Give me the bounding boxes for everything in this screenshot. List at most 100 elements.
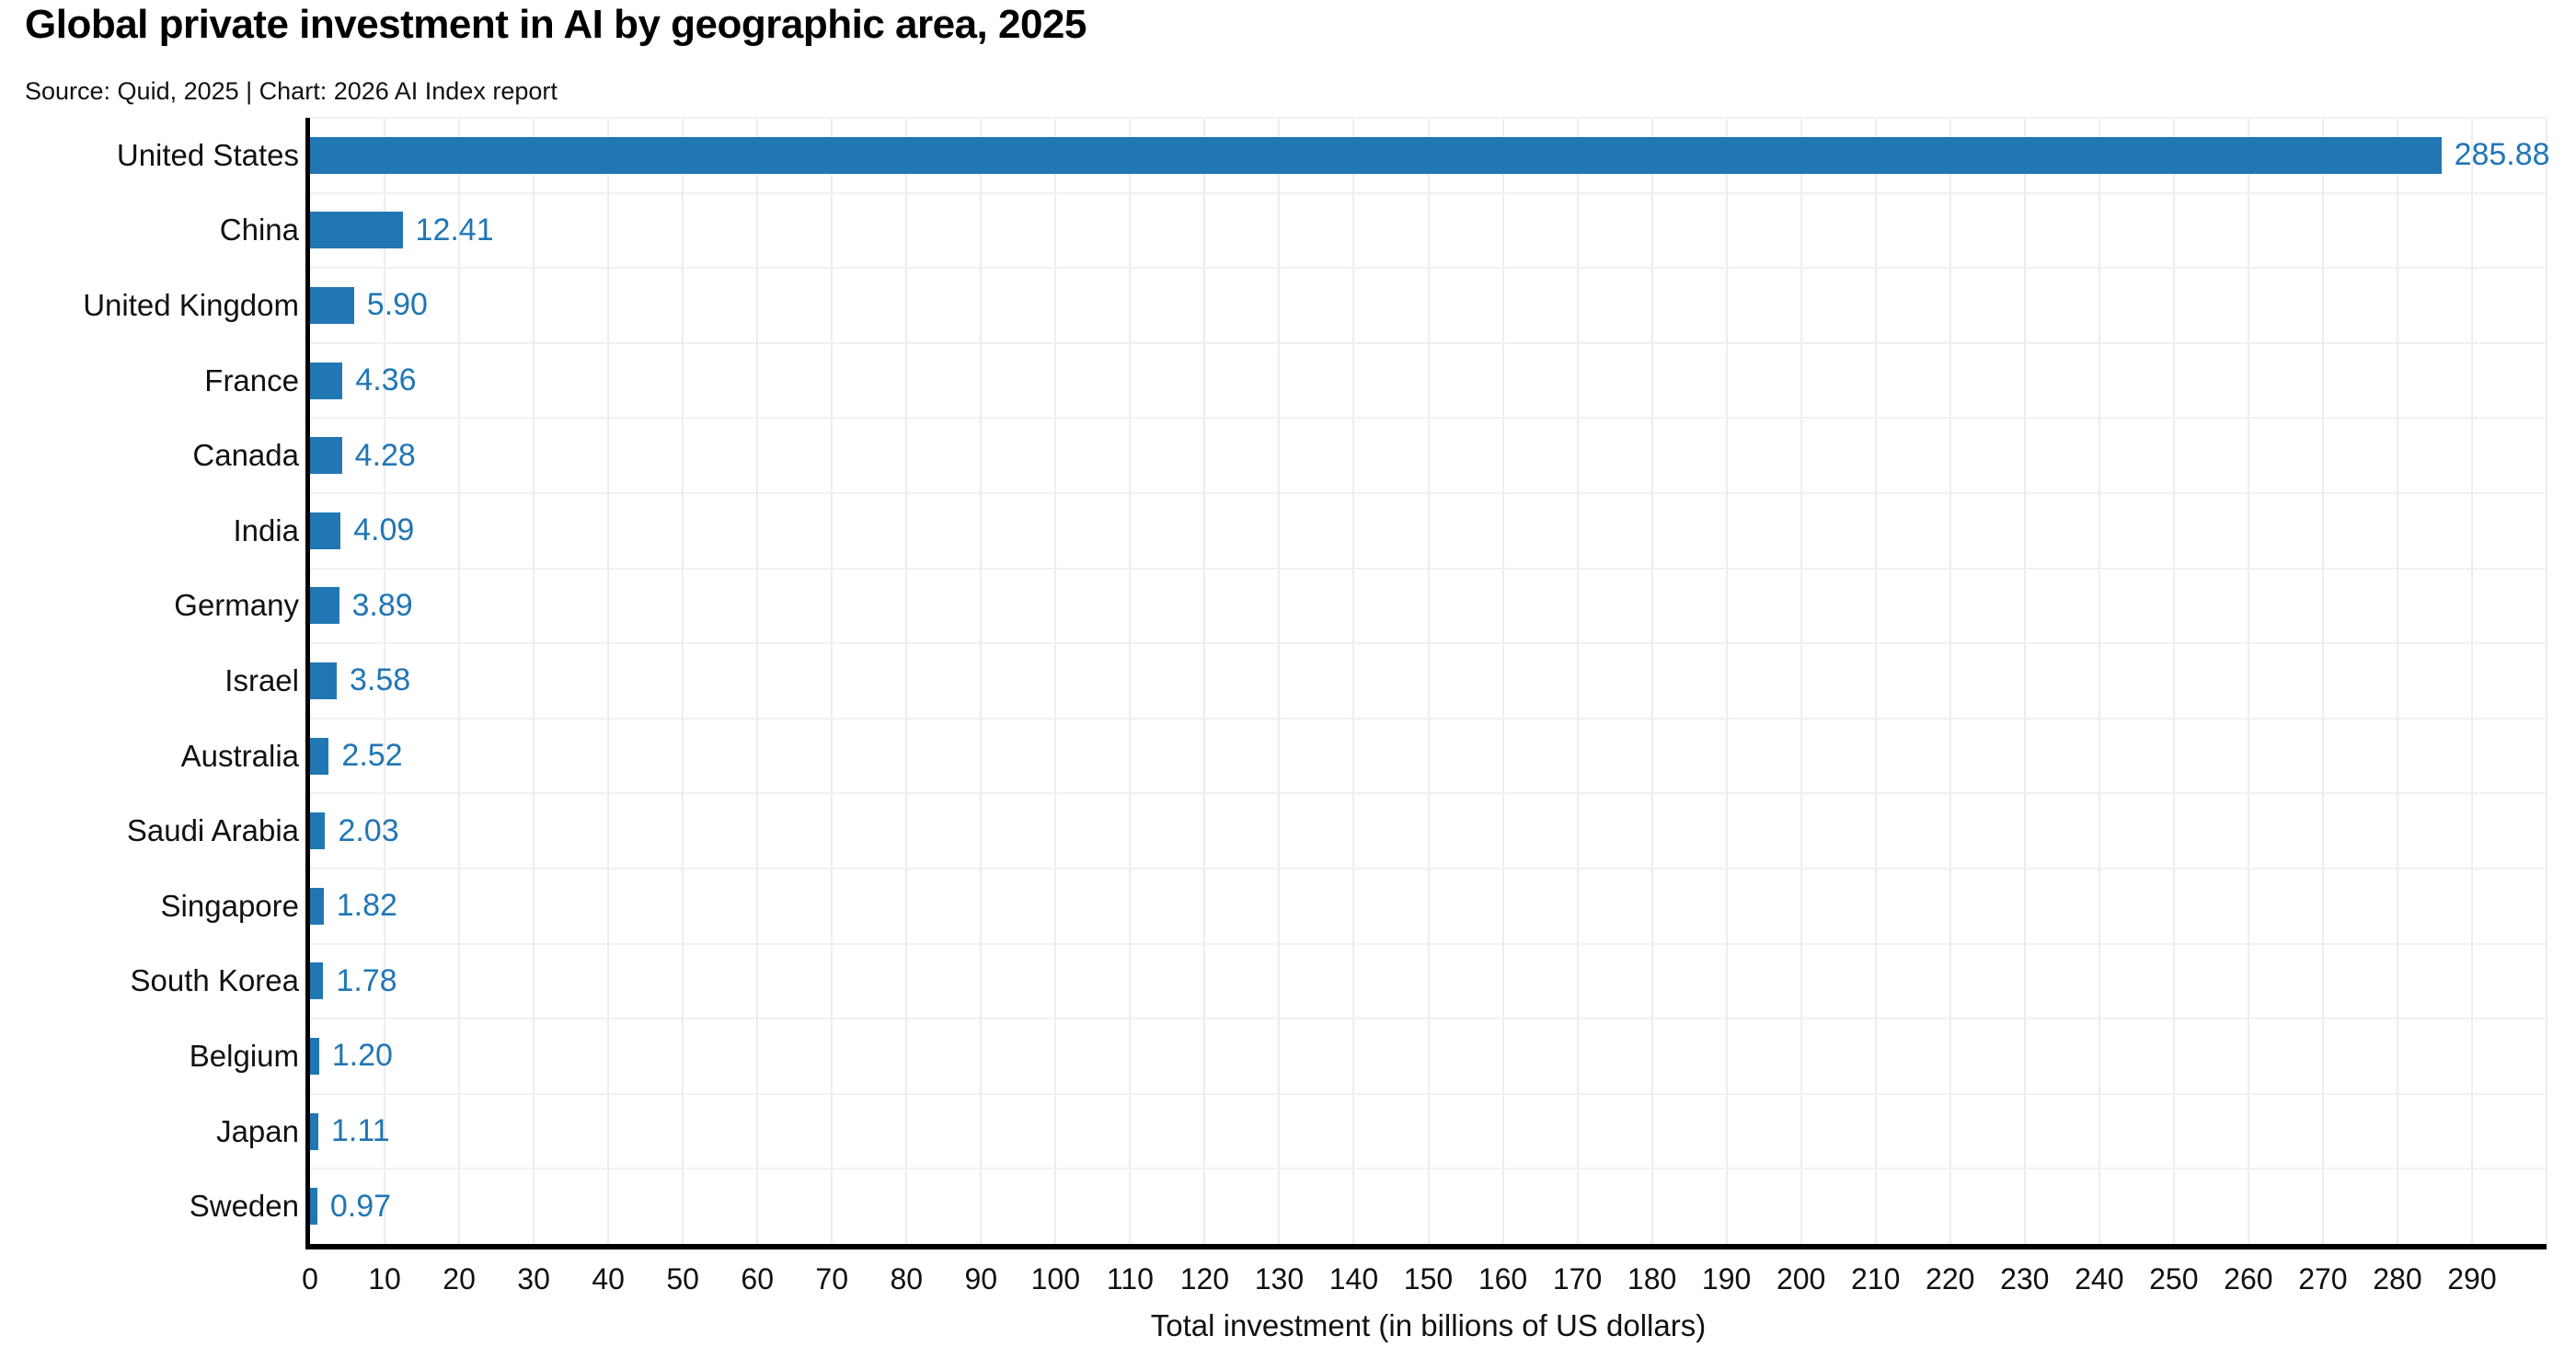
category-label: Sweden — [189, 1189, 299, 1224]
vertical-gridline — [682, 118, 684, 1244]
horizontal-gridline — [310, 717, 2547, 720]
vertical-gridline — [1874, 118, 1877, 1244]
horizontal-gridline — [310, 117, 2547, 119]
bar-row: Japan 1.11 — [0, 1094, 2576, 1169]
category-label: Singapore — [160, 888, 299, 923]
vertical-gridline — [458, 118, 461, 1244]
x-tick-label: 290 — [2447, 1262, 2497, 1295]
bar-row: Australia 2.52 — [0, 719, 2576, 794]
chart-title: Global private investment in AI by geogr… — [25, 2, 1087, 47]
bar-row: United States 285.88 — [0, 118, 2576, 193]
x-tick-label: 240 — [2075, 1262, 2124, 1295]
x-tick-label: 90 — [964, 1262, 998, 1295]
category-label: France — [204, 363, 299, 397]
vertical-gridline — [1800, 118, 1802, 1244]
bar — [310, 812, 326, 850]
vertical-gridline — [905, 118, 908, 1244]
category-label: Israel — [224, 662, 299, 697]
bar-row: Israel 3.58 — [0, 643, 2576, 719]
bar-row: Sweden 0.97 — [0, 1169, 2576, 1244]
horizontal-gridline — [310, 191, 2547, 194]
x-tick-label: 270 — [2298, 1262, 2348, 1295]
vertical-gridline — [1949, 118, 1951, 1244]
bar — [310, 887, 324, 925]
x-tick-label: 180 — [1627, 1262, 1677, 1295]
category-label: Saudi Arabia — [126, 813, 299, 848]
x-tick-label: 120 — [1179, 1262, 1230, 1295]
x-tick-label: 140 — [1328, 1262, 1379, 1295]
vertical-gridline — [1352, 118, 1355, 1244]
vertical-gridline — [1054, 118, 1057, 1244]
bar — [310, 136, 2442, 174]
horizontal-gridline — [310, 267, 2547, 270]
bar-value-label: 4.28 — [354, 437, 416, 473]
category-label: South Korea — [130, 963, 299, 998]
x-tick-label: 200 — [1776, 1262, 1826, 1295]
x-tick-label: 130 — [1254, 1262, 1305, 1295]
bar-row: France 4.36 — [0, 343, 2576, 419]
bar-value-label: 1.82 — [336, 888, 397, 924]
bar — [310, 512, 341, 549]
category-label: Canada — [192, 438, 299, 473]
x-tick-label: 250 — [2149, 1262, 2199, 1295]
vertical-gridline — [2023, 118, 2026, 1244]
category-label: United States — [116, 137, 299, 172]
horizontal-gridline — [310, 642, 2547, 645]
horizontal-gridline — [310, 1092, 2547, 1095]
horizontal-gridline — [310, 868, 2547, 869]
x-tick-label: 260 — [2224, 1262, 2273, 1295]
bar-value-label: 3.58 — [350, 662, 411, 698]
x-tick-label: 190 — [1701, 1262, 1752, 1295]
bar-value-label: 12.41 — [415, 212, 494, 248]
bar — [310, 437, 342, 475]
y-axis-spine — [305, 118, 310, 1244]
bar-value-label: 4.09 — [353, 512, 415, 548]
category-label: China — [219, 213, 299, 248]
category-label: Belgium — [189, 1038, 299, 1073]
bar — [310, 362, 343, 399]
vertical-gridline — [1427, 118, 1430, 1244]
x-tick-label: 80 — [890, 1262, 924, 1295]
x-tick-label: 230 — [2000, 1262, 2050, 1295]
bar-value-label: 1.78 — [336, 962, 397, 998]
horizontal-gridline — [310, 417, 2547, 420]
category-label: United Kingdom — [83, 287, 299, 322]
vertical-gridline — [1129, 118, 1132, 1244]
vertical-gridline — [384, 118, 386, 1244]
x-tick-label: 20 — [443, 1262, 476, 1295]
vertical-gridline — [1501, 118, 1504, 1244]
x-axis-label: Total investment (in billions of US doll… — [1150, 1308, 1707, 1342]
vertical-gridline — [2396, 118, 2398, 1244]
x-tick-label: 0 — [302, 1262, 318, 1295]
x-tick-label: 30 — [517, 1262, 550, 1295]
bar-row: Singapore 1.82 — [0, 869, 2576, 944]
vertical-gridline — [2546, 118, 2547, 1244]
vertical-gridline — [1278, 118, 1281, 1244]
bar-row: China 12.41 — [0, 193, 2576, 269]
vertical-gridline — [607, 118, 610, 1244]
x-tick-label: 100 — [1030, 1262, 1081, 1295]
x-tick-label: 40 — [592, 1262, 625, 1295]
category-label: Australia — [180, 738, 299, 773]
bar — [310, 1188, 317, 1226]
horizontal-gridline — [310, 942, 2547, 945]
bar — [310, 212, 403, 249]
category-label: India — [233, 512, 299, 547]
bar-value-label: 4.36 — [355, 363, 417, 398]
vertical-gridline — [2470, 118, 2473, 1244]
vertical-gridline — [1725, 118, 1728, 1244]
bar-row: Canada 4.28 — [0, 418, 2576, 493]
category-label: Japan — [216, 1113, 299, 1148]
horizontal-gridline — [310, 1168, 2547, 1170]
bar-value-label: 2.52 — [341, 738, 403, 774]
bar — [310, 587, 339, 625]
horizontal-gridline — [310, 567, 2547, 570]
vertical-gridline — [756, 118, 759, 1244]
bar-row: India 4.09 — [0, 493, 2576, 569]
vertical-gridline — [1576, 118, 1579, 1244]
x-tick-label: 150 — [1403, 1262, 1454, 1295]
vertical-gridline — [2247, 118, 2249, 1244]
vertical-gridline — [1650, 118, 1653, 1244]
